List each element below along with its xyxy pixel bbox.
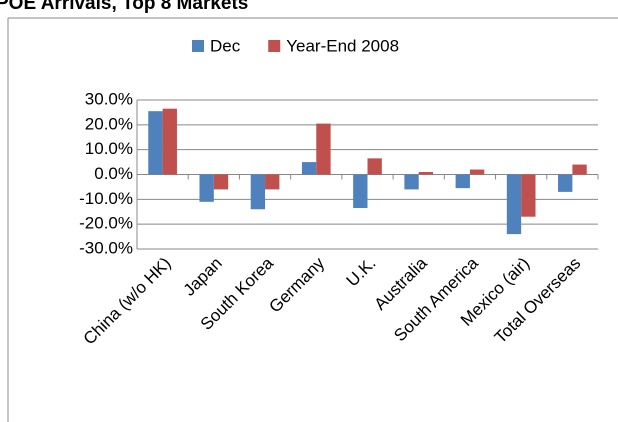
bar — [250, 174, 266, 210]
legend-swatch — [268, 40, 281, 52]
bar — [199, 174, 214, 202]
y-tick-label: 30.0% — [85, 89, 133, 108]
bar — [572, 164, 587, 175]
legend-label: Year-End 2008 — [286, 36, 399, 55]
bar — [316, 123, 331, 175]
bar — [506, 174, 522, 235]
bar — [301, 162, 317, 175]
bar — [213, 174, 229, 190]
bar — [148, 111, 163, 175]
y-tick-label: -20.0% — [79, 214, 133, 233]
y-tick-label: -30.0% — [79, 238, 133, 257]
chart-title: POE Arrivals, Top 8 Markets — [0, 0, 248, 14]
bar — [404, 174, 419, 190]
bar — [521, 174, 536, 217]
x-tick-label: Germany — [265, 253, 328, 316]
bar — [265, 174, 280, 190]
bar — [469, 169, 485, 175]
bar — [455, 174, 470, 189]
bar — [558, 174, 573, 192]
legend-swatch — [192, 40, 204, 52]
x-tick-label: U.K. — [343, 254, 380, 291]
bar — [418, 172, 434, 175]
y-tick-label: 10.0% — [85, 139, 133, 158]
bar — [367, 158, 382, 175]
x-tick-label: China (w/o HK) — [80, 254, 175, 349]
y-tick-label: -10.0% — [79, 189, 133, 208]
legend-label: Dec — [210, 36, 241, 55]
x-tick-label: Japan — [180, 254, 226, 300]
bar — [353, 174, 368, 209]
bar — [162, 108, 177, 175]
y-tick-label: 0.0% — [94, 164, 133, 183]
y-tick-label: 20.0% — [85, 114, 133, 133]
